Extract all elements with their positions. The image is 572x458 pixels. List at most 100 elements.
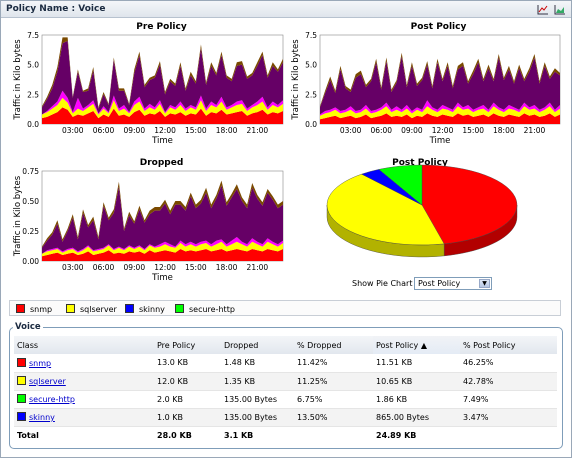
pct-post-cell: 7.49% — [460, 390, 557, 409]
dropped-cell: 135.00 Bytes — [221, 408, 294, 427]
pie-chart-select[interactable]: Post Policy ▼ — [414, 277, 492, 290]
chevron-down-icon[interactable]: ▼ — [479, 279, 490, 288]
class-link-skinny[interactable]: skinny — [29, 413, 55, 422]
series-area-sqlserver — [320, 106, 560, 120]
total-pct-post — [460, 426, 557, 444]
class-swatch — [17, 412, 26, 421]
pre-cell: 2.0 KB — [154, 390, 221, 409]
y-tick-label: 0.25 — [22, 227, 39, 236]
panel-header: Policy Name : Voice — [1, 1, 571, 18]
y-tick-label: 2.5 — [305, 90, 317, 99]
series-area-other2 — [42, 90, 283, 115]
total-pct-dropped — [294, 426, 373, 444]
pre-cell: 1.0 KB — [154, 408, 221, 427]
x-tick-label: 09:00 — [123, 263, 145, 272]
pct-post-cell: 42.78% — [460, 372, 557, 391]
legend-swatch — [125, 304, 134, 313]
pie-chart-label: Show Pie Chart : — [352, 279, 418, 288]
post-cell: 1.86 KB — [373, 390, 460, 409]
area-chart-icon[interactable] — [554, 4, 566, 15]
legend-swatch — [66, 304, 75, 313]
x-tick-label: 15:00 — [185, 126, 207, 135]
column-header-pre-policy[interactable]: Pre Policy — [154, 336, 221, 354]
legend-item-skinny: skinny — [125, 304, 165, 314]
series-area-other2 — [42, 237, 283, 254]
column-header-post-policy[interactable]: Post Policy ▲ — [373, 336, 460, 354]
class-link-secure-http[interactable]: secure-http — [29, 395, 75, 404]
x-tick-label: 18:00 — [216, 126, 238, 135]
table-row: sqlserver 12.0 KB 1.35 KB 11.25% 10.65 K… — [14, 372, 557, 391]
y-tick-label: 7.5 — [305, 31, 317, 40]
x-tick-label: 21:00 — [247, 126, 269, 135]
class-link-sqlserver[interactable]: sqlserver — [29, 377, 66, 386]
x-tick-label: 09:00 — [401, 126, 423, 135]
total-dropped: 3.1 KB — [224, 430, 254, 440]
dropped-cell: 1.48 KB — [221, 354, 294, 373]
x-tick-label: 03:00 — [340, 126, 362, 135]
area-chart-post-policy: 7.5 5.0 2.5 0.0 03:00 06:00 09:00 12:00 15:00 18:… — [291, 31, 561, 146]
y-tick-label: 2.5 — [27, 90, 39, 99]
class-swatch — [17, 394, 26, 403]
line-chart-icon[interactable] — [537, 4, 549, 15]
pre-cell: 13.0 KB — [154, 354, 221, 373]
x-tick-label: 06:00 — [93, 263, 115, 272]
class-cell: secure-http — [14, 390, 154, 409]
column-header-pct-post-policy[interactable]: % Post Policy — [460, 336, 557, 354]
x-axis-label: Time — [429, 136, 451, 146]
x-tick-label: 18:00 — [493, 126, 515, 135]
legend-swatch — [16, 304, 25, 313]
y-tick-label: 5.0 — [27, 61, 39, 70]
pct-dropped-cell: 11.42% — [294, 354, 373, 373]
y-tick-label: 5.0 — [305, 61, 317, 70]
legend-label: skinny — [139, 305, 165, 314]
table-row: skinny 1.0 KB 135.00 Bytes 13.50% 865.00… — [14, 408, 557, 427]
area-chart-dropped: 0.75 0.50 0.25 0.00 03:00 06:00 09:00 12:00 15:0… — [13, 167, 284, 283]
y-tick-label: 0.50 — [22, 197, 39, 206]
post-cell: 11.51 KB — [373, 354, 460, 373]
y-tick-label: 0.0 — [305, 120, 317, 129]
x-tick-label: 03:00 — [62, 126, 84, 135]
class-swatch — [17, 357, 26, 367]
x-tick-label: 09:00 — [123, 126, 145, 135]
pct-dropped-cell: 13.50% — [294, 408, 373, 427]
area-chart-pre-policy: 7.5 5.0 2.5 0.0 03:00 06:00 09:00 12:00 15:00 18:… — [13, 31, 284, 146]
legend-label: snmp — [30, 305, 53, 314]
column-header-pct-dropped[interactable]: % Dropped — [294, 336, 373, 354]
x-tick-label: 18:00 — [216, 263, 238, 272]
pie-slice-sqlserver — [326, 173, 445, 246]
panel-title: Policy Name : Voice — [6, 4, 106, 14]
series-area-other — [320, 56, 560, 115]
x-tick-label: 12:00 — [154, 263, 176, 272]
column-header-class[interactable]: Class — [14, 336, 154, 354]
pct-dropped-cell: 11.25% — [294, 372, 373, 391]
pie-slice-secure-http — [378, 164, 423, 206]
series-area-other — [42, 40, 283, 115]
column-header-dropped[interactable]: Dropped — [221, 336, 294, 354]
pie-slice-snmp — [421, 164, 518, 245]
y-axis-label: Traffic in Kilo bytes — [13, 175, 23, 257]
series-area-sqlserver — [42, 97, 283, 119]
table-row: snmp 13.0 KB 1.48 KB 11.42% 11.51 KB 46.… — [14, 354, 557, 373]
class-table: Class Pre Policy Dropped % Dropped Post … — [14, 336, 557, 444]
legend-swatch — [175, 304, 184, 313]
x-tick-label: 15:00 — [462, 126, 484, 135]
legend-item-snmp: snmp — [16, 304, 52, 314]
pie-chart — [326, 164, 518, 258]
pie-chart-title: Post Policy — [392, 158, 448, 168]
x-tick-label: 21:00 — [524, 126, 546, 135]
series-area-snmp — [42, 107, 283, 124]
legend-item-secure-http: secure-http — [175, 304, 235, 314]
series-area-other — [42, 185, 283, 254]
class-link-snmp[interactable]: snmp — [29, 358, 52, 368]
legend-label: secure-http — [189, 305, 235, 314]
series-area-sqlserver — [42, 241, 283, 257]
area-charts: 7.5 5.0 2.5 0.0 03:00 06:00 09:00 12:00 15:00 18:… — [13, 31, 561, 283]
total-row: Total 28.0 KB 3.1 KB 24.89 KB — [14, 426, 557, 444]
x-tick-label: 15:00 — [185, 263, 207, 272]
total-post: 24.89 KB — [376, 430, 417, 440]
post-policy-chart-title: Post Policy — [410, 22, 467, 32]
y-axis-label: Traffic in Kilo bytes — [13, 39, 23, 121]
legend: snmp sqlserver skinny secure-http — [9, 300, 561, 316]
class-cell: snmp — [14, 354, 154, 373]
pct-post-cell: 3.47% — [460, 408, 557, 427]
